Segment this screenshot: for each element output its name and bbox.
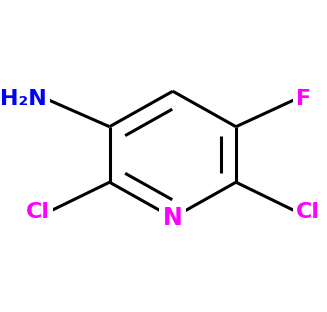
Text: H₂N: H₂N (0, 89, 46, 109)
Text: F: F (296, 89, 311, 109)
Text: Cl: Cl (26, 202, 49, 222)
Text: N: N (163, 206, 183, 230)
Text: Cl: Cl (296, 202, 320, 222)
